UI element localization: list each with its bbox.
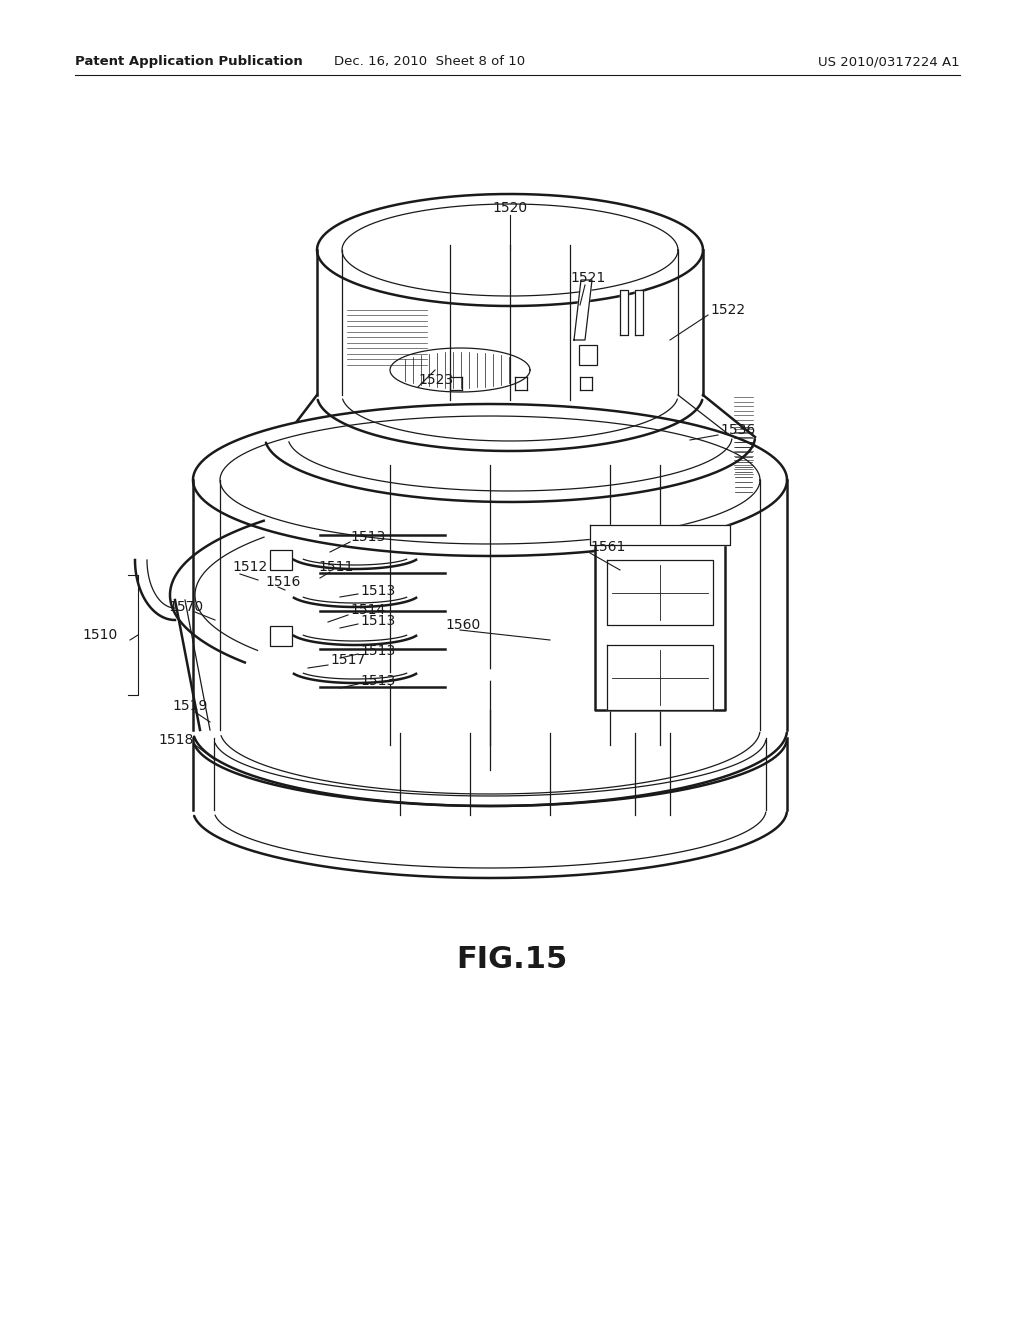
Text: 1512: 1512 [232, 560, 267, 574]
Polygon shape [317, 194, 703, 306]
Polygon shape [194, 671, 787, 807]
Text: 1517: 1517 [330, 653, 366, 667]
FancyBboxPatch shape [579, 345, 597, 366]
Text: 1536: 1536 [720, 422, 756, 437]
Polygon shape [635, 290, 643, 335]
Text: Patent Application Publication: Patent Application Publication [75, 55, 303, 69]
FancyBboxPatch shape [270, 626, 292, 645]
Polygon shape [607, 645, 713, 710]
Text: 1513: 1513 [360, 675, 395, 688]
Text: 1513: 1513 [360, 614, 395, 628]
Text: 1511: 1511 [318, 560, 353, 574]
Text: 1560: 1560 [445, 618, 480, 632]
Polygon shape [590, 525, 730, 545]
Text: Dec. 16, 2010  Sheet 8 of 10: Dec. 16, 2010 Sheet 8 of 10 [335, 55, 525, 69]
Text: 1570: 1570 [168, 601, 203, 614]
Text: US 2010/0317224 A1: US 2010/0317224 A1 [818, 55, 961, 69]
Polygon shape [265, 372, 755, 502]
Polygon shape [678, 249, 703, 395]
Text: FIG.15: FIG.15 [457, 945, 567, 974]
Text: 1521: 1521 [570, 271, 605, 285]
Polygon shape [317, 249, 342, 395]
Text: 1513: 1513 [360, 644, 395, 657]
Text: 1561: 1561 [590, 540, 626, 554]
Text: 1520: 1520 [493, 201, 527, 215]
Polygon shape [194, 404, 787, 556]
Text: 1510: 1510 [83, 628, 118, 642]
FancyBboxPatch shape [270, 550, 292, 570]
Text: 1522: 1522 [710, 304, 745, 317]
Polygon shape [620, 290, 628, 335]
Polygon shape [595, 540, 725, 710]
Text: 1513: 1513 [350, 531, 385, 544]
Text: 1514: 1514 [350, 603, 385, 616]
Polygon shape [760, 480, 787, 730]
Polygon shape [607, 560, 713, 624]
Text: 1516: 1516 [265, 576, 300, 589]
Text: 1513: 1513 [360, 583, 395, 598]
Text: 1518: 1518 [158, 733, 194, 747]
Text: 1523: 1523 [418, 374, 454, 387]
Text: 1519: 1519 [172, 700, 208, 713]
Polygon shape [574, 280, 592, 341]
Polygon shape [193, 480, 220, 730]
